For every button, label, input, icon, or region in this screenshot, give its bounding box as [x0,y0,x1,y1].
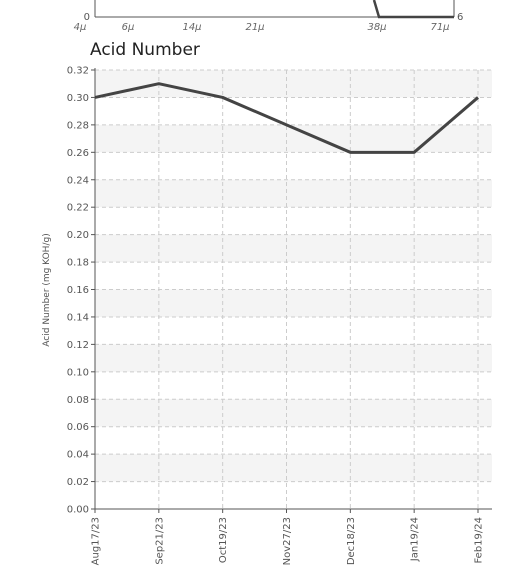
y-tick-label: 0.20 [67,230,89,241]
grid-band [95,399,492,427]
top-chart-y-left-label: 0 [84,12,90,23]
grid-band [95,234,492,263]
x-tick-label: Jan19/24 [410,517,421,562]
top-chart-x-tick: 21μ [245,22,264,33]
y-tick-label: 0.30 [67,93,89,104]
top-chart-x-tick: 4μ [74,22,87,33]
y-axis-label: Acid Number (mg KOH/g) [42,233,52,346]
grid-band [95,344,492,372]
y-tick-label: 0.10 [67,367,89,378]
y-tick-label: 0.18 [67,258,89,269]
top-chart-x-tick: 6μ [122,22,135,33]
y-tick-label: 0.00 [67,505,89,516]
y-tick-label: 0.12 [67,340,89,351]
grid-band [95,289,492,317]
x-tick-label: Oct19/23 [218,517,229,563]
x-tick-label: Aug17/23 [91,517,102,565]
series-line [94,82,479,154]
y-tick-label: 0.22 [67,203,89,214]
top-chart-x-tick: 38μ [367,22,386,33]
top-chart-y-right-label: 6 [457,12,463,23]
chart-title: Acid Number [90,40,200,60]
grid-band [95,454,492,482]
x-tick-label: Nov27/23 [282,517,293,565]
y-tick-label: 0.32 [67,66,89,77]
y-tick-label: 0.24 [67,175,89,186]
y-tick-label: 0.28 [67,120,89,131]
y-tick-label: 0.02 [67,477,89,488]
y-tick-label: 0.08 [67,395,89,406]
x-tick-label: Sep21/23 [154,517,165,565]
top-chart: 0 6 4μ 6μ 14μ 21μ 38μ 71μ [74,0,463,33]
y-tick-label: 0.16 [67,285,89,296]
y-tick-label: 0.06 [67,422,89,433]
top-chart-x-tick: 14μ [182,22,201,33]
y-tick-label: 0.14 [67,312,89,323]
top-chart-x-tick: 71μ [430,22,449,33]
x-tick-label: Dec18/23 [346,517,357,565]
y-tick-label: 0.04 [67,450,89,461]
x-tick-label: Feb19/24 [474,517,485,564]
grid-band [95,179,492,208]
y-tick-label: 0.26 [67,148,89,159]
top-chart-line [372,0,454,19]
